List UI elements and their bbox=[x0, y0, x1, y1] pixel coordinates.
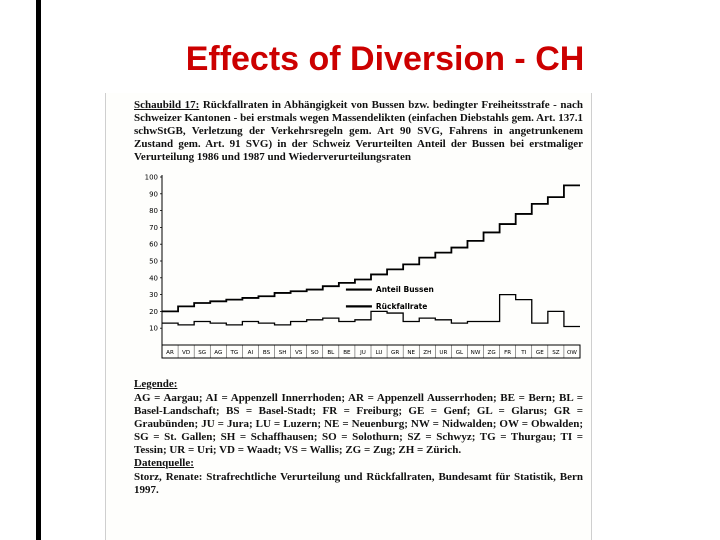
x-tick-label: AI bbox=[248, 350, 254, 356]
y-tick-label: 10 bbox=[149, 325, 158, 333]
x-tick-label: VD bbox=[182, 350, 190, 356]
source-label: Datenquelle: bbox=[134, 457, 194, 469]
x-tick-label: SH bbox=[279, 350, 287, 356]
x-tick-label: LU bbox=[376, 350, 383, 356]
x-tick-label: GL bbox=[456, 350, 464, 356]
x-tick-label: BS bbox=[263, 350, 271, 356]
x-tick-label: SZ bbox=[552, 350, 560, 356]
slide-left-bar bbox=[36, 0, 41, 540]
legend-label: Legende: bbox=[134, 378, 178, 390]
chart-svg: 10 20 30 40 50 60 70 80 90 100 AR VD SG AG TG AI BS SH VS S… bbox=[145, 174, 581, 359]
source-text: Storz, Renate: Strafrechtliche Verurteil… bbox=[134, 471, 583, 496]
x-tick-label: ZG bbox=[487, 350, 495, 356]
series-line-0 bbox=[162, 184, 580, 313]
legend-text: AG = Aargau; AI = Appenzell Innerrhoden;… bbox=[134, 392, 583, 456]
y-tick-label: 40 bbox=[149, 274, 158, 282]
y-tick-label: 70 bbox=[149, 224, 158, 232]
y-tick-label: 30 bbox=[149, 291, 158, 299]
legend-block: Legende: AG = Aargau; AI = Appenzell Inne… bbox=[134, 378, 583, 457]
x-tick-label: JU bbox=[359, 350, 366, 356]
x-tick-label: NW bbox=[471, 350, 481, 356]
y-tick-label: 60 bbox=[149, 241, 158, 249]
x-tick-label: AR bbox=[166, 350, 174, 356]
y-tick-label: 50 bbox=[149, 258, 158, 266]
y-tick-label: 100 bbox=[145, 174, 158, 182]
x-tick-label: ZH bbox=[423, 350, 431, 356]
legend-entry-0: Anteil Bussen bbox=[376, 285, 434, 294]
y-tick-label: 90 bbox=[149, 190, 158, 198]
x-tick-label: FR bbox=[504, 350, 511, 356]
legend-entry-1: Rückfallrate bbox=[376, 302, 427, 311]
x-tick-label: TG bbox=[229, 350, 238, 356]
x-tick-label: OW bbox=[567, 350, 577, 356]
chart-canvas: 10 20 30 40 50 60 70 80 90 100 AR VD SG AG TG AI BS SH VS S… bbox=[134, 171, 583, 374]
x-tick-label: NE bbox=[407, 350, 415, 356]
figure-heading: Schaubild 17: Rückfallraten in Abhängigk… bbox=[134, 99, 583, 164]
x-tick-label: UR bbox=[439, 350, 447, 356]
x-tick-label: GE bbox=[536, 350, 544, 356]
figure-heading-text: Rückfallraten in Abhängigkeit von Bussen… bbox=[134, 99, 583, 163]
figure-heading-label: Schaubild 17: bbox=[134, 99, 200, 111]
x-tick-label: GR bbox=[391, 350, 399, 356]
y-tick-label: 80 bbox=[149, 207, 158, 215]
x-tick-label: BL bbox=[327, 350, 335, 356]
scanned-figure: Schaubild 17: Rückfallraten in Abhängigk… bbox=[105, 93, 592, 540]
source-block: Datenquelle: Storz, Renate: Strafrechtlic… bbox=[134, 457, 583, 497]
x-tick-label: SO bbox=[311, 350, 320, 356]
y-tick-label: 20 bbox=[149, 308, 158, 316]
x-tick-label: AG bbox=[214, 350, 222, 356]
slide-title: Effects of Diversion - CH bbox=[185, 40, 585, 78]
x-tick-label: VS bbox=[295, 350, 303, 356]
series-line-1 bbox=[162, 293, 580, 328]
x-tick-label: BE bbox=[343, 350, 351, 356]
x-tick-label: TI bbox=[520, 350, 526, 356]
x-tick-label: SG bbox=[198, 350, 206, 356]
